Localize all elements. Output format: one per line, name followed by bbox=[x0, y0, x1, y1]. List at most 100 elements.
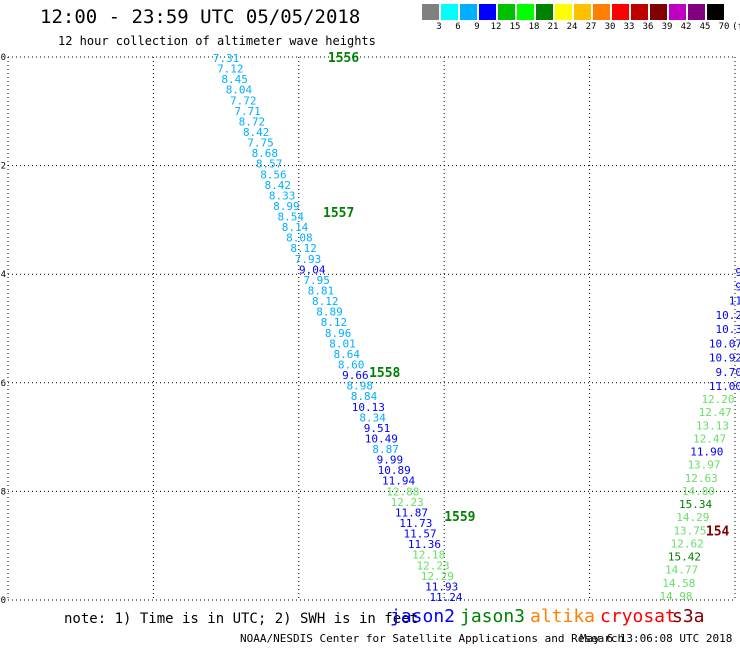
wave-height-value: 8.04 bbox=[226, 84, 253, 97]
wave-height-value: 8.96 bbox=[325, 327, 352, 340]
legend-jason2: jason2 bbox=[390, 606, 456, 627]
wave-height-value: 12.63 bbox=[685, 472, 718, 485]
wave-height-value: 11.73 bbox=[399, 517, 432, 530]
colorbar-tick-label: 24 bbox=[566, 22, 578, 32]
wave-height-value: 8.01 bbox=[329, 337, 356, 350]
colorbar-tick-label: 12 bbox=[490, 22, 502, 32]
wave-height-value: 8.42 bbox=[243, 126, 270, 139]
wave-height-value: 12.18 bbox=[412, 549, 445, 562]
wave-height-value: 11.00 bbox=[709, 380, 740, 393]
wave-height-value: 8.56 bbox=[260, 168, 287, 181]
wave-height-value: 10.13 bbox=[352, 401, 385, 414]
colorbar-swatch bbox=[688, 4, 705, 20]
wave-height-value: 8.84 bbox=[351, 390, 378, 403]
wave-height-value: 7.12 bbox=[217, 63, 244, 76]
wave-height-value: 10.89 bbox=[378, 464, 411, 477]
wave-height-value: 8.68 bbox=[252, 147, 279, 160]
wave-height-value: 8.45 bbox=[221, 73, 248, 86]
wave-height-value: 12.23 bbox=[391, 496, 424, 509]
wave-height-value: 12.29 bbox=[421, 570, 454, 583]
credit-line: NOAA/NESDIS Center for Satellite Applica… bbox=[240, 632, 625, 645]
wave-height-value: 8.87 bbox=[372, 443, 399, 456]
wave-height-value: 8.12 bbox=[312, 295, 339, 308]
colorbar-swatch bbox=[669, 4, 686, 20]
wave-height-value: 8.57 bbox=[256, 158, 283, 171]
colorbar-swatch bbox=[555, 4, 572, 20]
wave-height-value: 8.14 bbox=[282, 221, 309, 234]
axis-labels: -105-102-99-96-93-90-20-22-24-26-28-30 bbox=[0, 53, 6, 605]
wave-height-value: 12.20 bbox=[701, 393, 734, 406]
latitude-label: -26 bbox=[0, 379, 6, 389]
wave-height-value: 12.62 bbox=[671, 537, 704, 550]
latitude-label: -30 bbox=[0, 596, 6, 605]
wave-height-value: 11.87 bbox=[395, 506, 428, 519]
legend-cryosat: cryosat bbox=[600, 606, 676, 627]
latitude-label: -22 bbox=[0, 162, 6, 172]
colorbar-swatch bbox=[612, 4, 629, 20]
wave-height-value: 11.94 bbox=[382, 475, 415, 488]
generated-timestamp: May 6 13:06:08 UTC 2018 bbox=[580, 632, 733, 645]
map-grid bbox=[7, 56, 736, 601]
colorbar-tick-label: 9 bbox=[474, 22, 480, 32]
wave-height-value: 14.77 bbox=[665, 564, 698, 577]
wave-height-value: 7.31 bbox=[213, 52, 240, 65]
wave-height-value: 8.33 bbox=[269, 189, 296, 202]
wave-height-value: 9.51 bbox=[364, 422, 391, 435]
wave-height-value: 11.57 bbox=[404, 528, 437, 541]
pass-number-label: 1557 bbox=[323, 206, 354, 221]
colorbar-tick-label: 6 bbox=[455, 22, 461, 32]
wave-height-value: 12.88 bbox=[386, 485, 419, 498]
colorbar-swatch bbox=[460, 4, 477, 20]
wave-height-value: 8.60 bbox=[338, 358, 365, 371]
wave-height-value: 15.42 bbox=[668, 551, 701, 564]
wave-height-value: 9.66 bbox=[342, 369, 369, 382]
colorbar-tick-label: 3 bbox=[436, 22, 442, 32]
colorbar-tick-label: (ft) bbox=[732, 22, 740, 32]
latitude-label: -28 bbox=[0, 487, 6, 497]
pass-number-label: 154 bbox=[706, 524, 730, 539]
wave-height-value: 7.71 bbox=[234, 105, 261, 118]
wave-height-value: 9 bbox=[735, 280, 740, 293]
colorbar-swatch bbox=[707, 4, 724, 20]
wave-height-value: 14.29 bbox=[676, 511, 709, 524]
colorbar-swatch bbox=[593, 4, 610, 20]
wave-height-value: 11 bbox=[729, 295, 740, 308]
units-note: note: 1) Time is in UTC; 2) SWH is in fe… bbox=[64, 611, 419, 627]
pass-number-label: 1559 bbox=[444, 510, 475, 525]
wave-height-value: 13.97 bbox=[687, 459, 720, 472]
wave-height-value: 9.70 bbox=[716, 366, 740, 379]
wave-height-value: 11.36 bbox=[408, 538, 441, 551]
wave-height-value: 12.23 bbox=[416, 559, 449, 572]
legend-altika: altika bbox=[530, 606, 596, 627]
wave-height-value: 11.93 bbox=[425, 580, 458, 593]
colorbar-swatch bbox=[479, 4, 496, 20]
wave-height-value: 13.13 bbox=[696, 419, 729, 432]
colorbar-tick-label: 15 bbox=[509, 22, 521, 32]
pass-number-label: 1558 bbox=[369, 366, 400, 381]
wave-height-value: 8.64 bbox=[334, 348, 361, 361]
wave-height-value: 7.72 bbox=[230, 94, 257, 107]
wave-height-value: 14.58 bbox=[662, 577, 695, 590]
wave-height-value: 8.72 bbox=[239, 115, 266, 128]
wave-height-value: 7.93 bbox=[295, 253, 322, 266]
colorbar-tick-label: 39 bbox=[661, 22, 673, 32]
wave-height-value: 12.47 bbox=[699, 406, 732, 419]
wave-height-value: 8.42 bbox=[265, 179, 292, 192]
wave-height-value: 8.89 bbox=[316, 306, 343, 319]
colorbar-swatch bbox=[574, 4, 591, 20]
pass-labels: 1556 1557 1558 1559 154 bbox=[323, 51, 730, 539]
colorbar-tick-label: 27 bbox=[585, 22, 597, 32]
pass-number-label: 1556 bbox=[328, 51, 359, 66]
wave-height-value: 10.07 bbox=[709, 337, 740, 350]
wave-height-value: 8.12 bbox=[321, 316, 348, 329]
wave-height-value: 12.47 bbox=[693, 432, 726, 445]
colorbar-tick-label: 45 bbox=[699, 22, 711, 32]
colorbar-tick-label: 36 bbox=[642, 22, 654, 32]
wave-height-value: 14.98 bbox=[659, 590, 692, 603]
wave-height-value: 8.99 bbox=[273, 200, 300, 213]
colorbar-tick-label: 30 bbox=[604, 22, 616, 32]
colorbar-tick-label: 18 bbox=[528, 22, 540, 32]
map-subtitle: 12 hour collection of altimeter wave hei… bbox=[58, 34, 376, 48]
wave-height-value: 10.2 bbox=[716, 309, 740, 322]
colorbar-swatch bbox=[536, 4, 553, 20]
